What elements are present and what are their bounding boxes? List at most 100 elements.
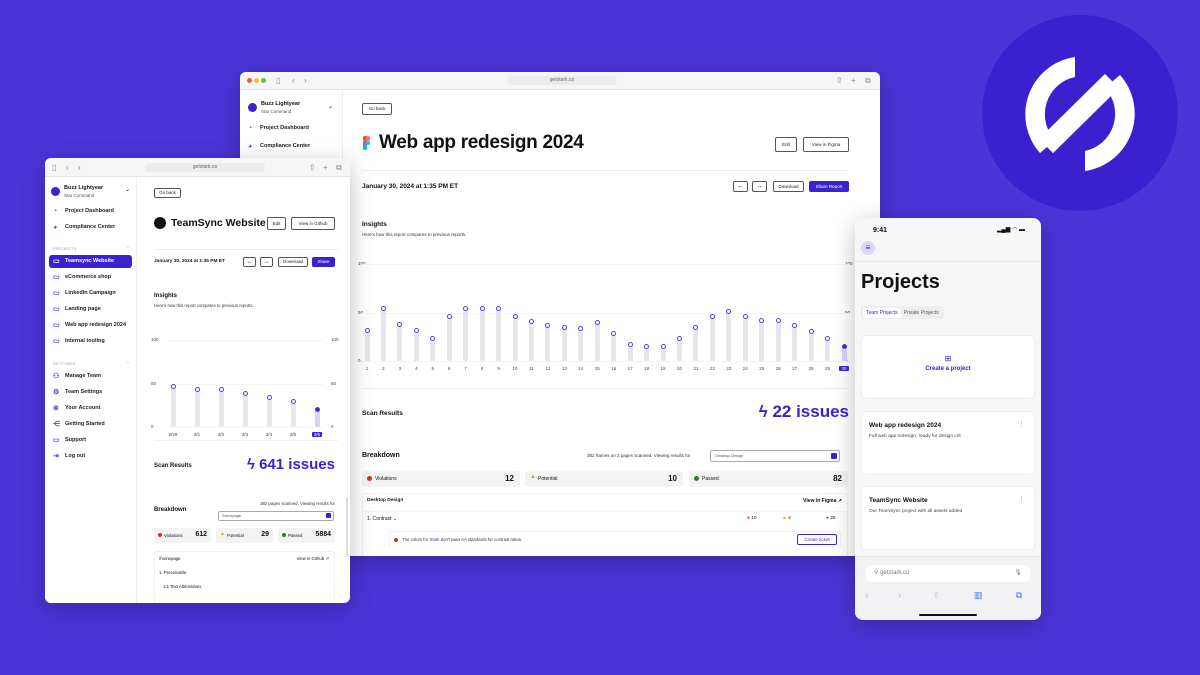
x-tick-label[interactable]: 27 <box>792 366 798 371</box>
forward-icon[interactable]: › <box>304 76 307 85</box>
x-tick-label[interactable]: 3/1 <box>193 432 201 437</box>
chart-bar[interactable] <box>397 324 403 361</box>
create-ticket-button[interactable]: Create ticket <box>797 534 837 545</box>
back-icon[interactable]: ‹ <box>66 163 69 172</box>
x-tick-label[interactable]: 13 <box>561 366 567 371</box>
x-tick-label[interactable]: 12 <box>545 366 551 371</box>
chart-bar[interactable] <box>726 311 732 361</box>
chart-bar[interactable] <box>512 316 518 361</box>
chart-bar[interactable] <box>808 331 814 361</box>
x-tick-label[interactable]: 4 <box>415 366 418 371</box>
chart-point[interactable] <box>693 324 699 330</box>
x-tick-label[interactable]: 15 <box>594 366 600 371</box>
tree-item[interactable]: 1.1 Text Alternatives <box>163 584 202 589</box>
forward-icon[interactable]: › <box>78 163 81 172</box>
chart-bar[interactable] <box>463 308 469 361</box>
potential-stat[interactable]: ▲ Potential 29 <box>216 528 273 543</box>
x-tick-label[interactable]: 23 <box>726 366 732 371</box>
previous-report-button[interactable]: ← <box>733 181 748 192</box>
x-tick-label[interactable]: 24 <box>742 366 748 371</box>
view-in-figma-link[interactable]: View in Figma ↗ <box>803 498 842 504</box>
chart-bar[interactable] <box>561 327 567 361</box>
more-options-icon[interactable]: ⋮ <box>1018 496 1025 503</box>
chart-point[interactable] <box>496 306 502 312</box>
chart-bar[interactable] <box>759 320 765 361</box>
chart-point[interactable] <box>290 399 296 405</box>
chart-point[interactable] <box>463 306 469 312</box>
chart-point[interactable] <box>397 321 403 327</box>
x-tick-label[interactable]: 1 <box>365 366 369 371</box>
sidebar-item-settings[interactable]: ⋲ Getting Started <box>49 418 132 431</box>
sidebar-item-projects[interactable]: ▭ Teamsync Website <box>49 255 132 268</box>
x-tick-label[interactable]: 2/29 <box>168 432 178 437</box>
chart-bar[interactable] <box>709 316 715 361</box>
chart-point[interactable] <box>594 319 600 325</box>
x-tick-label[interactable]: 11 <box>529 366 534 371</box>
chart-point[interactable] <box>561 324 567 330</box>
issue-link[interactable]: Stark <box>429 537 440 542</box>
chart-bar[interactable] <box>194 389 200 427</box>
chart-point[interactable] <box>660 343 666 349</box>
edit-button[interactable]: Edit <box>267 217 286 230</box>
chart-bar[interactable] <box>545 325 551 361</box>
share-icon[interactable]: ⇧ <box>933 591 940 600</box>
x-tick-label[interactable]: 26 <box>775 366 781 371</box>
view-in-figma-button[interactable]: View in Figma <box>803 137 849 152</box>
nav-project-dashboard[interactable]: ◔ Project Dashboard <box>244 122 338 135</box>
download-button[interactable]: Download <box>773 181 804 192</box>
chart-bar[interactable] <box>693 327 699 361</box>
x-tick-label[interactable]: 3/3 <box>241 432 249 437</box>
chart-point[interactable] <box>775 317 781 323</box>
contrast-group-row[interactable]: 1. Contrast ⌄ ● 10 ▲ 4 ● 25 <box>363 511 847 525</box>
chart-bar[interactable] <box>266 397 272 427</box>
share-button[interactable]: Share <box>312 257 335 267</box>
chart-bar[interactable] <box>792 325 798 361</box>
address-bar[interactable]: getstark.co <box>145 163 265 172</box>
chart-bar[interactable] <box>479 308 485 361</box>
chart-point[interactable] <box>644 343 650 349</box>
x-tick-label[interactable]: 20 <box>677 366 683 371</box>
share-icon[interactable]: ⇧ <box>836 76 843 85</box>
chart-bar[interactable] <box>825 338 831 361</box>
chart-bar[interactable] <box>446 316 452 361</box>
sidebar-item-projects[interactable]: ▭ eCommerce shop <box>49 271 132 284</box>
x-tick-label[interactable]: 3/4 <box>265 432 273 437</box>
tab-private-projects[interactable]: Private Projects <box>903 309 939 316</box>
chart-point[interactable] <box>218 387 224 393</box>
settings-section-label[interactable]: SETTINGS ^ <box>53 360 129 366</box>
sidebar-item-settings[interactable]: ⊗ Your Account <box>49 402 132 415</box>
edit-button[interactable]: Edit <box>775 137 797 152</box>
chart-bar[interactable] <box>775 320 781 361</box>
x-tick-label[interactable]: 16 <box>611 366 617 371</box>
forward-icon[interactable]: › <box>898 590 902 601</box>
chart-point[interactable] <box>413 328 419 334</box>
chart-bar[interactable] <box>364 330 370 361</box>
x-tick-label[interactable]: 5 <box>431 366 435 371</box>
chart-point[interactable] <box>266 394 272 400</box>
chart-bar[interactable] <box>413 330 419 361</box>
chart-point[interactable] <box>194 387 200 393</box>
x-tick-label[interactable]: 10 <box>512 366 518 371</box>
chart-point[interactable] <box>709 313 715 319</box>
chart-bar[interactable] <box>578 328 584 361</box>
go-back-button[interactable]: Go back <box>362 103 392 115</box>
page-select[interactable]: /homepage <box>218 511 334 521</box>
previous-report-button[interactable]: ← <box>243 257 256 267</box>
chart-point[interactable] <box>825 336 831 342</box>
chart-point[interactable] <box>242 390 248 396</box>
chart-point[interactable] <box>512 313 518 319</box>
view-select[interactable]: Desktop Design <box>710 450 840 462</box>
tabs-icon[interactable]: ⧉ <box>336 163 342 172</box>
x-tick-label[interactable]: 9 <box>497 366 500 371</box>
chart-point[interactable] <box>627 342 633 347</box>
sidebar-item-settings[interactable]: ⚙ Team Settings <box>49 386 132 399</box>
chart-bar[interactable] <box>380 308 386 361</box>
nav-compliance-center[interactable]: ◕ Compliance Center <box>49 221 132 234</box>
address-bar[interactable]: ⚲ getstark.co 🎙 <box>866 565 1030 582</box>
chart-point[interactable] <box>446 313 452 319</box>
x-tick-label[interactable]: 18 <box>644 366 650 371</box>
chart-point[interactable] <box>726 309 732 315</box>
chart-point[interactable] <box>611 331 617 337</box>
chart-point[interactable] <box>364 328 370 334</box>
passed-stat[interactable]: Passed 82 <box>689 471 848 487</box>
